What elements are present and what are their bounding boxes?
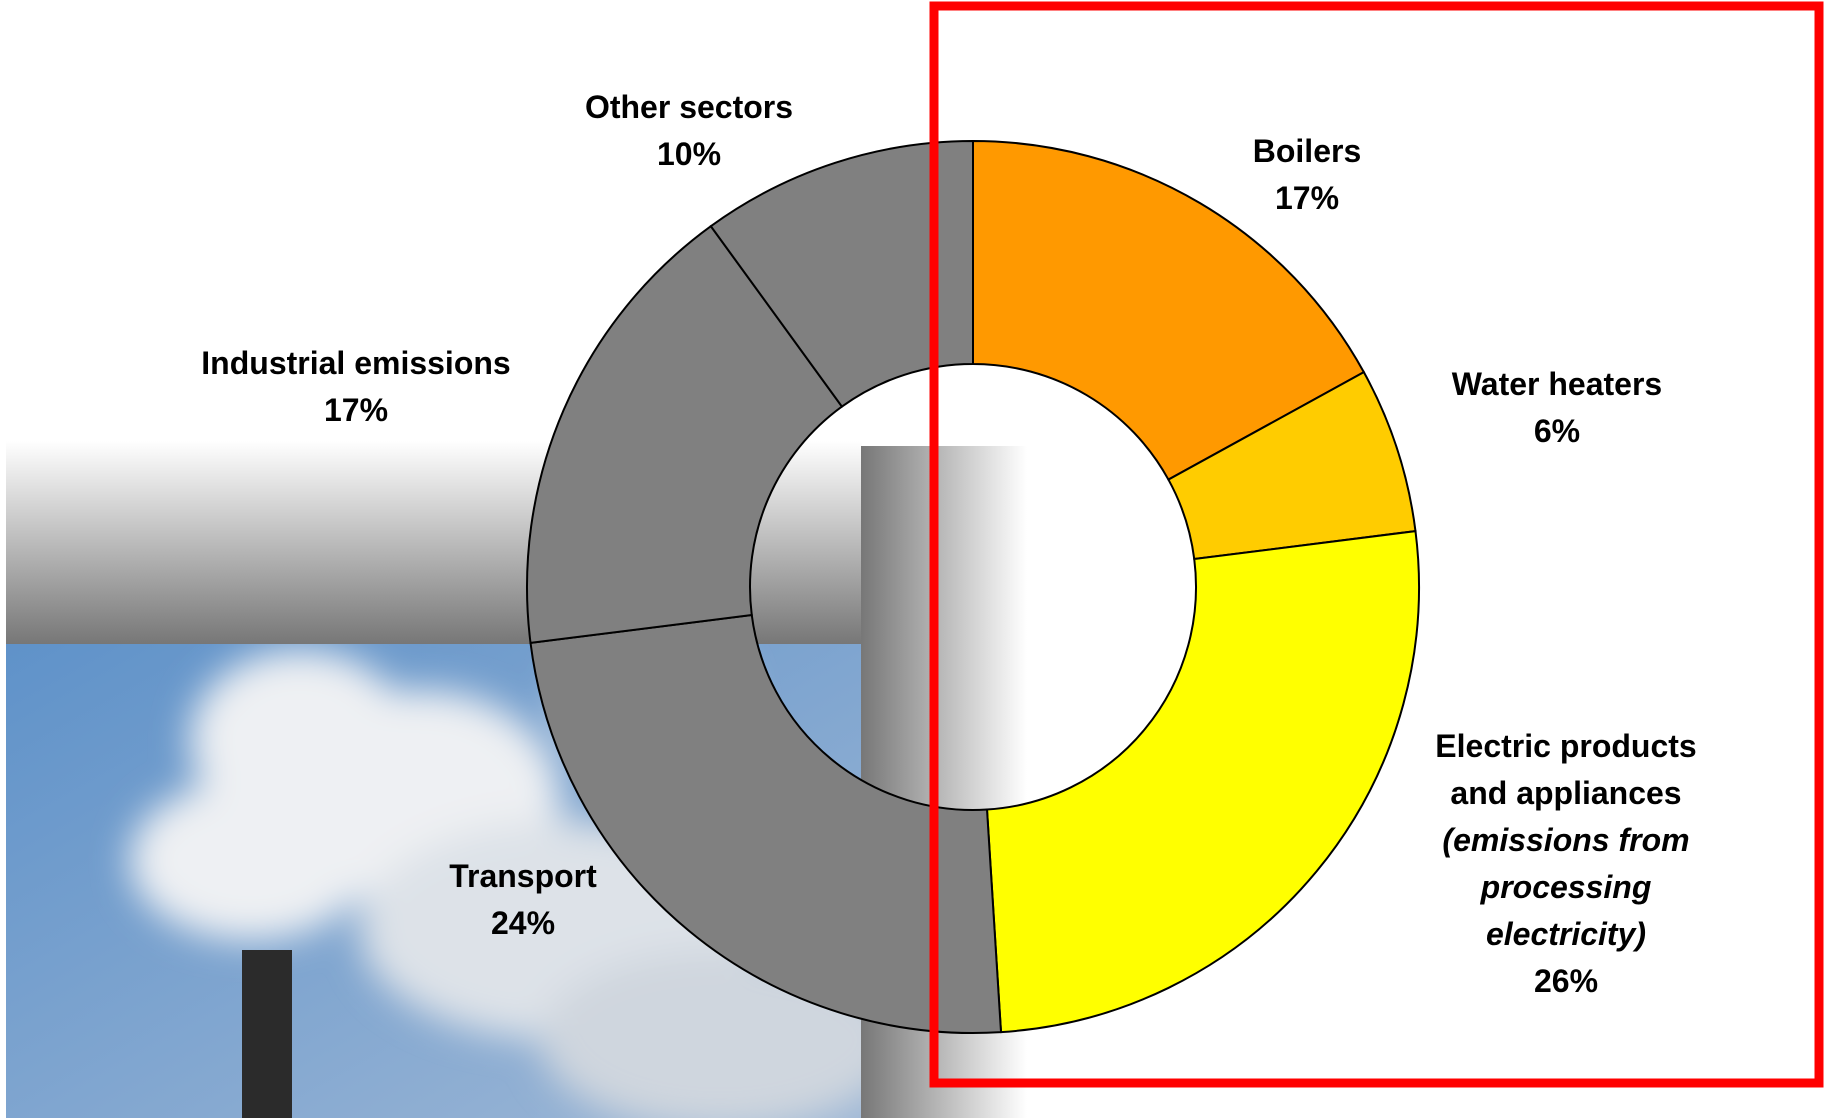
annotation: (emissions from processing electricity) [1406,817,1726,958]
value-label: 10% [539,131,839,178]
value-label: 24% [393,900,653,947]
value-label: 26% [1406,958,1726,1005]
value-label: 6% [1407,408,1707,455]
page: Boilers17%Water heaters6%Electric produc… [0,0,1830,1118]
value-label: 17% [136,387,576,434]
value-label: 17% [1157,175,1457,222]
donut-slice [987,531,1419,1032]
category-label: Boilers [1157,128,1457,175]
category-label: Electric products and appliances [1406,723,1726,817]
category-label: Water heaters [1407,361,1707,408]
category-label: Other sectors [539,84,839,131]
category-label: Transport [393,853,653,900]
category-label: Industrial emissions [136,340,576,387]
slice-label: Electric products and appliances(emissio… [1406,723,1726,1005]
